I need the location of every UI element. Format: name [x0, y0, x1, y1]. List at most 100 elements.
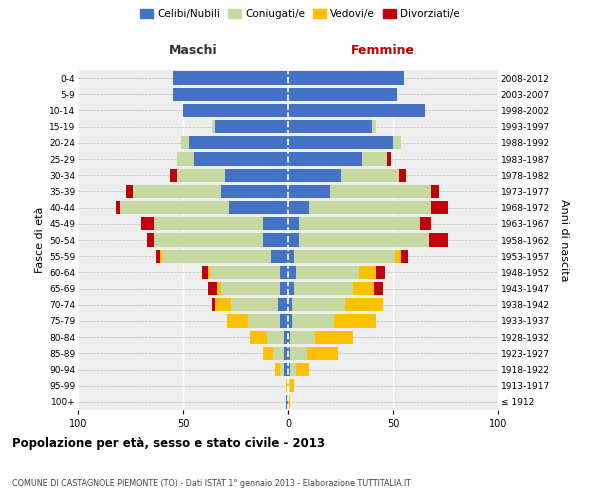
Bar [232, 298, 277, 312]
Bar [286, 396, 288, 408]
Bar [288, 314, 292, 328]
Bar [280, 266, 288, 279]
Bar [183, 104, 288, 117]
Bar [275, 363, 280, 376]
Bar [263, 234, 288, 246]
Legend: Celibi/Nubili, Coniugati/e, Vedovi/e, Divorziati/e: Celibi/Nubili, Coniugati/e, Vedovi/e, Di… [136, 5, 464, 24]
Bar [176, 168, 225, 182]
Bar [250, 330, 267, 344]
Bar [263, 346, 274, 360]
Bar [288, 168, 341, 182]
Bar [299, 234, 429, 246]
Bar [299, 217, 420, 230]
Bar [154, 234, 263, 246]
Bar [212, 120, 215, 134]
Bar [288, 330, 290, 344]
Bar [271, 250, 288, 263]
Bar [208, 282, 217, 295]
Bar [284, 346, 288, 360]
Bar [359, 266, 376, 279]
Bar [156, 250, 160, 263]
Bar [295, 282, 353, 295]
Bar [401, 250, 408, 263]
Text: COMUNE DI CASTAGNOLE PIEMONTE (TO) - Dati ISTAT 1° gennaio 2013 - Elaborazione T: COMUNE DI CASTAGNOLE PIEMONTE (TO) - Dat… [12, 479, 411, 488]
Bar [288, 120, 372, 134]
Bar [288, 346, 290, 360]
Bar [147, 234, 154, 246]
Bar [288, 152, 361, 166]
Bar [288, 266, 296, 279]
Bar [202, 266, 208, 279]
Bar [120, 201, 229, 214]
Bar [286, 379, 288, 392]
Text: Maschi: Maschi [169, 44, 218, 58]
Bar [296, 266, 359, 279]
Bar [284, 363, 288, 376]
Bar [284, 330, 288, 344]
Bar [292, 298, 344, 312]
Y-axis label: Anni di nascita: Anni di nascita [559, 198, 569, 281]
Y-axis label: Fasce di età: Fasce di età [35, 207, 45, 273]
Bar [296, 363, 309, 376]
Bar [387, 152, 391, 166]
Bar [288, 104, 425, 117]
Bar [395, 250, 401, 263]
Bar [288, 363, 290, 376]
Bar [400, 168, 406, 182]
Bar [141, 217, 154, 230]
Bar [290, 330, 316, 344]
Bar [221, 282, 280, 295]
Bar [376, 266, 385, 279]
Bar [215, 298, 232, 312]
Bar [295, 250, 395, 263]
Bar [288, 185, 330, 198]
Bar [189, 136, 288, 149]
Bar [288, 136, 393, 149]
Bar [288, 201, 309, 214]
Bar [374, 282, 383, 295]
Bar [263, 217, 288, 230]
Bar [431, 201, 448, 214]
Bar [211, 266, 280, 279]
Bar [227, 314, 248, 328]
Bar [309, 201, 431, 214]
Bar [288, 72, 404, 85]
Bar [393, 136, 401, 149]
Bar [193, 152, 288, 166]
Bar [330, 185, 431, 198]
Bar [221, 185, 288, 198]
Bar [162, 250, 271, 263]
Bar [288, 250, 295, 263]
Bar [280, 363, 284, 376]
Bar [280, 314, 288, 328]
Text: Popolazione per età, sesso e stato civile - 2013: Popolazione per età, sesso e stato civil… [12, 438, 325, 450]
Bar [248, 314, 280, 328]
Bar [208, 266, 210, 279]
Bar [288, 234, 299, 246]
Bar [288, 88, 397, 101]
Bar [173, 72, 288, 85]
Bar [353, 282, 374, 295]
Bar [334, 314, 376, 328]
Bar [217, 282, 221, 295]
Bar [288, 217, 299, 230]
Bar [154, 217, 263, 230]
Bar [316, 330, 353, 344]
Bar [160, 250, 162, 263]
Text: Femmine: Femmine [350, 44, 415, 58]
Bar [290, 346, 307, 360]
Bar [290, 379, 295, 392]
Bar [173, 88, 288, 101]
Bar [277, 298, 288, 312]
Bar [225, 168, 288, 182]
Bar [176, 152, 193, 166]
Bar [429, 234, 448, 246]
Bar [126, 185, 133, 198]
Bar [372, 120, 376, 134]
Bar [288, 282, 295, 295]
Bar [288, 379, 290, 392]
Bar [345, 298, 383, 312]
Bar [133, 185, 221, 198]
Bar [280, 282, 288, 295]
Bar [341, 168, 400, 182]
